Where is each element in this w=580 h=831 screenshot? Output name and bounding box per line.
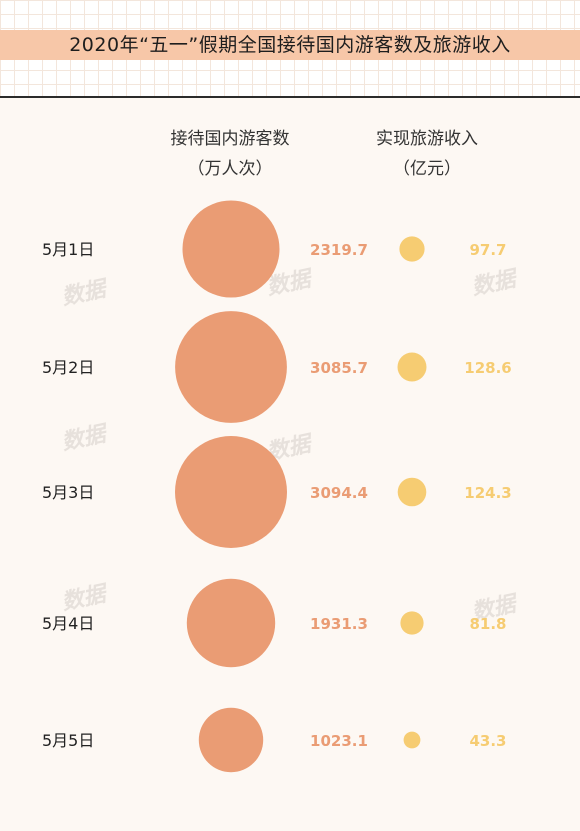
- revenue-value-label: 128.6: [464, 359, 511, 377]
- revenue-bubble: [400, 611, 424, 635]
- visitors-value-label: 3094.4: [310, 484, 368, 502]
- revenue-unit: （亿元）: [393, 159, 461, 179]
- revenue-value-label: 81.8: [469, 615, 506, 633]
- visitors-header: 接待国内游客数 （万人次）: [140, 124, 320, 184]
- revenue-bubble: [397, 477, 427, 507]
- date-label: 5月5日: [42, 731, 94, 750]
- visitors-bubble: [175, 311, 287, 423]
- watermark: 数据: [470, 266, 522, 300]
- visitors-bubble: [198, 707, 264, 773]
- date-label: 5月1日: [42, 240, 94, 259]
- revenue-value-label: 43.3: [469, 732, 506, 750]
- visitors-bubble: [182, 200, 280, 298]
- watermark: 数据: [60, 421, 112, 455]
- visitors-value-label: 1931.3: [310, 615, 368, 633]
- visitors-bubble: [175, 436, 287, 548]
- date-label: 5月3日: [42, 483, 94, 502]
- revenue-bubble: [397, 352, 427, 382]
- revenue-value-label: 97.7: [469, 241, 506, 259]
- revenue-series-name: 实现旅游收入: [376, 129, 478, 149]
- visitors-value-label: 2319.7: [310, 241, 368, 259]
- visitors-bubble: [186, 578, 276, 668]
- visitors-value-label: 1023.1: [310, 732, 368, 750]
- revenue-value-label: 124.3: [464, 484, 511, 502]
- date-label: 5月4日: [42, 614, 94, 633]
- date-label: 5月2日: [42, 358, 94, 377]
- revenue-bubble: [399, 236, 425, 262]
- watermark: 数据: [60, 581, 112, 615]
- chart-title: 2020年“五一”假期全国接待国内游客数及旅游收入: [69, 34, 511, 56]
- visitors-value-label: 3085.7: [310, 359, 368, 377]
- revenue-header: 实现旅游收入 （亿元）: [337, 124, 517, 184]
- visitors-unit: （万人次）: [187, 159, 273, 179]
- title-highlight: [0, 30, 580, 60]
- visitors-series-name: 接待国内游客数: [170, 129, 290, 149]
- revenue-bubble: [403, 731, 421, 749]
- watermark: 数据: [60, 276, 112, 310]
